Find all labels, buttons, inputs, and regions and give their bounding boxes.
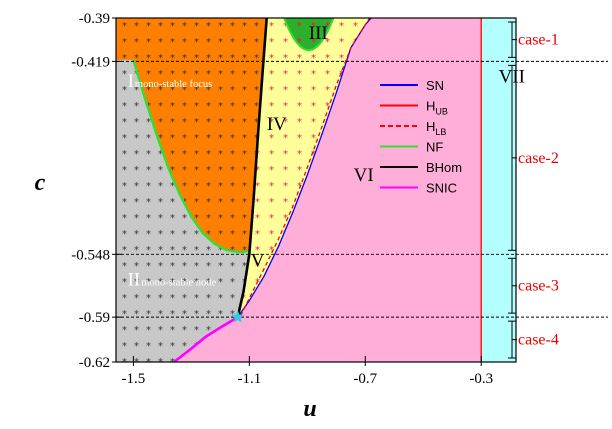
y-tick-label: -0.419 — [71, 54, 110, 70]
legend-label-BHom: BHom — [426, 160, 462, 175]
x-tick-label: -1.1 — [237, 371, 261, 387]
special-point-star — [231, 310, 245, 323]
legend-sublabel-H_UB: UB — [435, 107, 448, 117]
dashed-levels — [116, 60, 608, 318]
y-tick-label: -0.548 — [71, 247, 110, 263]
legend-label-SN: SN — [426, 78, 444, 93]
region-label-VI: VI — [354, 165, 374, 186]
region-label-V: V — [251, 250, 265, 271]
region-IV-stars — [237, 18, 372, 318]
case-brackets: case-1 case-2 case-3 case-4 — [508, 21, 559, 359]
x-tick-label: -0.7 — [353, 371, 377, 387]
region-VII-fill — [481, 18, 516, 362]
region-label-III: III — [309, 23, 328, 44]
tick-labels: -1.5 -1.1 -0.7 -0.3 -0.39 -0.419 -0.548 -0.59 -0… — [71, 11, 493, 387]
x-tick-label: -0.3 — [469, 371, 493, 387]
region-label-IV: IV — [267, 114, 287, 135]
y-tick-label: -0.62 — [79, 355, 110, 371]
region-sublabel-I: mono-stable focus — [135, 79, 212, 90]
case-bracket-tick — [511, 152, 517, 159]
curve-NF — [132, 59, 250, 254]
case-bracket-tick — [511, 280, 517, 287]
case-label: case-2 — [518, 150, 559, 167]
curve-H_LB — [240, 18, 371, 316]
axes-frame — [115, 17, 517, 363]
plot-patterns — [116, 18, 372, 362]
special-point — [231, 310, 245, 323]
y-tick-label: -0.39 — [79, 11, 110, 27]
region-III-stars — [284, 18, 334, 51]
legend-label-SNIC: SNIC — [426, 181, 457, 196]
curve-NF-cap — [283, 18, 335, 52]
region-II-stars — [116, 18, 250, 362]
case-label: case-4 — [518, 332, 559, 349]
region-I-stars — [116, 18, 267, 255]
x-tick-label: -1.5 — [122, 371, 146, 387]
case-label: case-1 — [518, 32, 559, 49]
legend-sublabel-H_LB: LB — [435, 127, 446, 137]
case-bracket-tick — [511, 34, 517, 41]
case-label: case-3 — [518, 278, 559, 295]
y-axis-label: c — [35, 170, 46, 196]
x-axis-label: u — [303, 396, 316, 422]
plot-border — [115, 17, 517, 363]
legend-label-NF: NF — [426, 140, 443, 155]
region-sublabel-II: mono-stable node — [141, 278, 216, 289]
curve-SN — [237, 18, 372, 318]
curve-BHom — [236, 18, 268, 318]
curve-SNIC — [173, 315, 239, 362]
case-bracket-tick — [511, 334, 517, 341]
plot-curves — [132, 18, 482, 362]
y-tick-label: -0.59 — [79, 310, 110, 326]
